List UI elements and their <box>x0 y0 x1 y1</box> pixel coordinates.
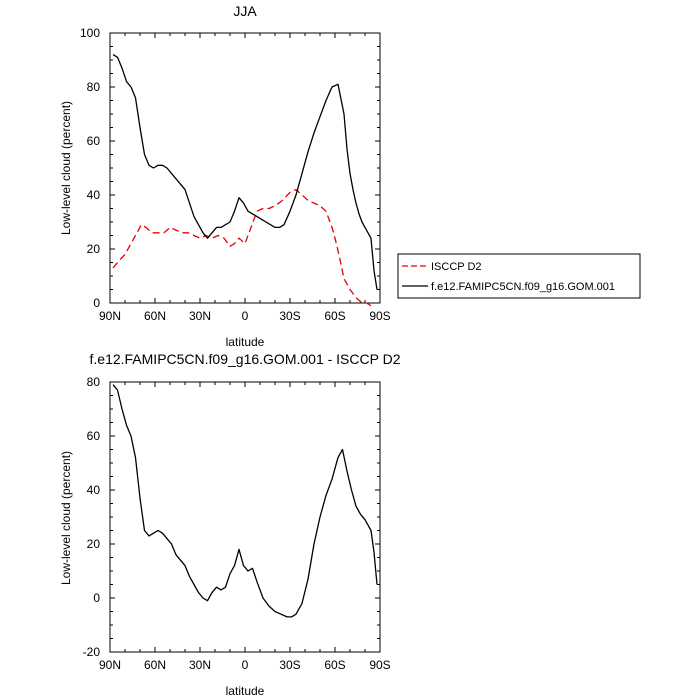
x-tick-label: 90S <box>369 309 390 323</box>
x-tick-label: 90N <box>99 309 121 323</box>
y-tick-label: 60 <box>87 429 101 443</box>
chart-title-jja: JJA <box>233 3 257 19</box>
x-tick-label: 60N <box>144 658 166 672</box>
y-tick-label: 40 <box>87 188 101 202</box>
x-tick-label: 90N <box>99 658 121 672</box>
y-tick-label: 80 <box>87 80 101 94</box>
y-tick-label: 40 <box>87 483 101 497</box>
x-tick-label: 60N <box>144 309 166 323</box>
plot-area-top: 90N 60N 30N 0 30S 60S 90S 0 20 40 60 80 100 <box>80 26 391 323</box>
y-tick-label: 20 <box>87 242 101 256</box>
x-tick-label: 60S <box>324 658 345 672</box>
x-tick-label: 0 <box>242 309 249 323</box>
y-axis-label-top: Low-level cloud (percent) <box>59 101 73 235</box>
series-line-0-1 <box>112 54 378 290</box>
y-tick-label: 100 <box>80 26 100 40</box>
y-axis-label-bottom: Low-level cloud (percent) <box>59 451 73 585</box>
series-line-1-0 <box>112 384 378 618</box>
chart-title-difference: f.e12.FAMIPC5CN.f09_g16.GOM.001 - ISCCP … <box>90 351 401 367</box>
plot-frame <box>109 32 381 304</box>
y-tick-label: 0 <box>93 591 100 605</box>
x-axis-label-top: latitude <box>226 335 265 349</box>
x-tick-label: 30N <box>189 658 211 672</box>
series-line-0-0 <box>112 188 372 307</box>
chart-jja: JJA latitude Low-level cloud (percent) 9… <box>59 3 391 349</box>
legend-label-model: f.e12.FAMIPC5CN.f09_g16.GOM.001 <box>431 281 615 293</box>
x-tick-label: 30N <box>189 309 211 323</box>
legend: ISCCP D2 f.e12.FAMIPC5CN.f09_g16.GOM.001 <box>397 253 641 299</box>
y-tick-label: 20 <box>87 537 101 551</box>
y-tick-label: -20 <box>83 645 101 659</box>
plot-area-bottom: 90N 60N 30N 0 30S 60S 90S -20 0 20 40 60 80 <box>83 375 391 672</box>
x-tick-label: 0 <box>242 658 249 672</box>
x-tick-label: 30S <box>279 658 300 672</box>
x-tick-label: 60S <box>324 309 345 323</box>
y-tick-label: 80 <box>87 375 101 389</box>
legend-box <box>397 253 641 299</box>
legend-label-isccp: ISCCP D2 <box>431 261 482 273</box>
x-axis-label-bottom: latitude <box>226 684 265 698</box>
x-tick-label: 90S <box>369 658 390 672</box>
chart-difference: f.e12.FAMIPC5CN.f09_g16.GOM.001 - ISCCP … <box>59 351 401 698</box>
y-tick-label: 60 <box>87 134 101 148</box>
x-tick-label: 30S <box>279 309 300 323</box>
plot-frame <box>109 381 381 653</box>
y-tick-label: 0 <box>93 296 100 310</box>
